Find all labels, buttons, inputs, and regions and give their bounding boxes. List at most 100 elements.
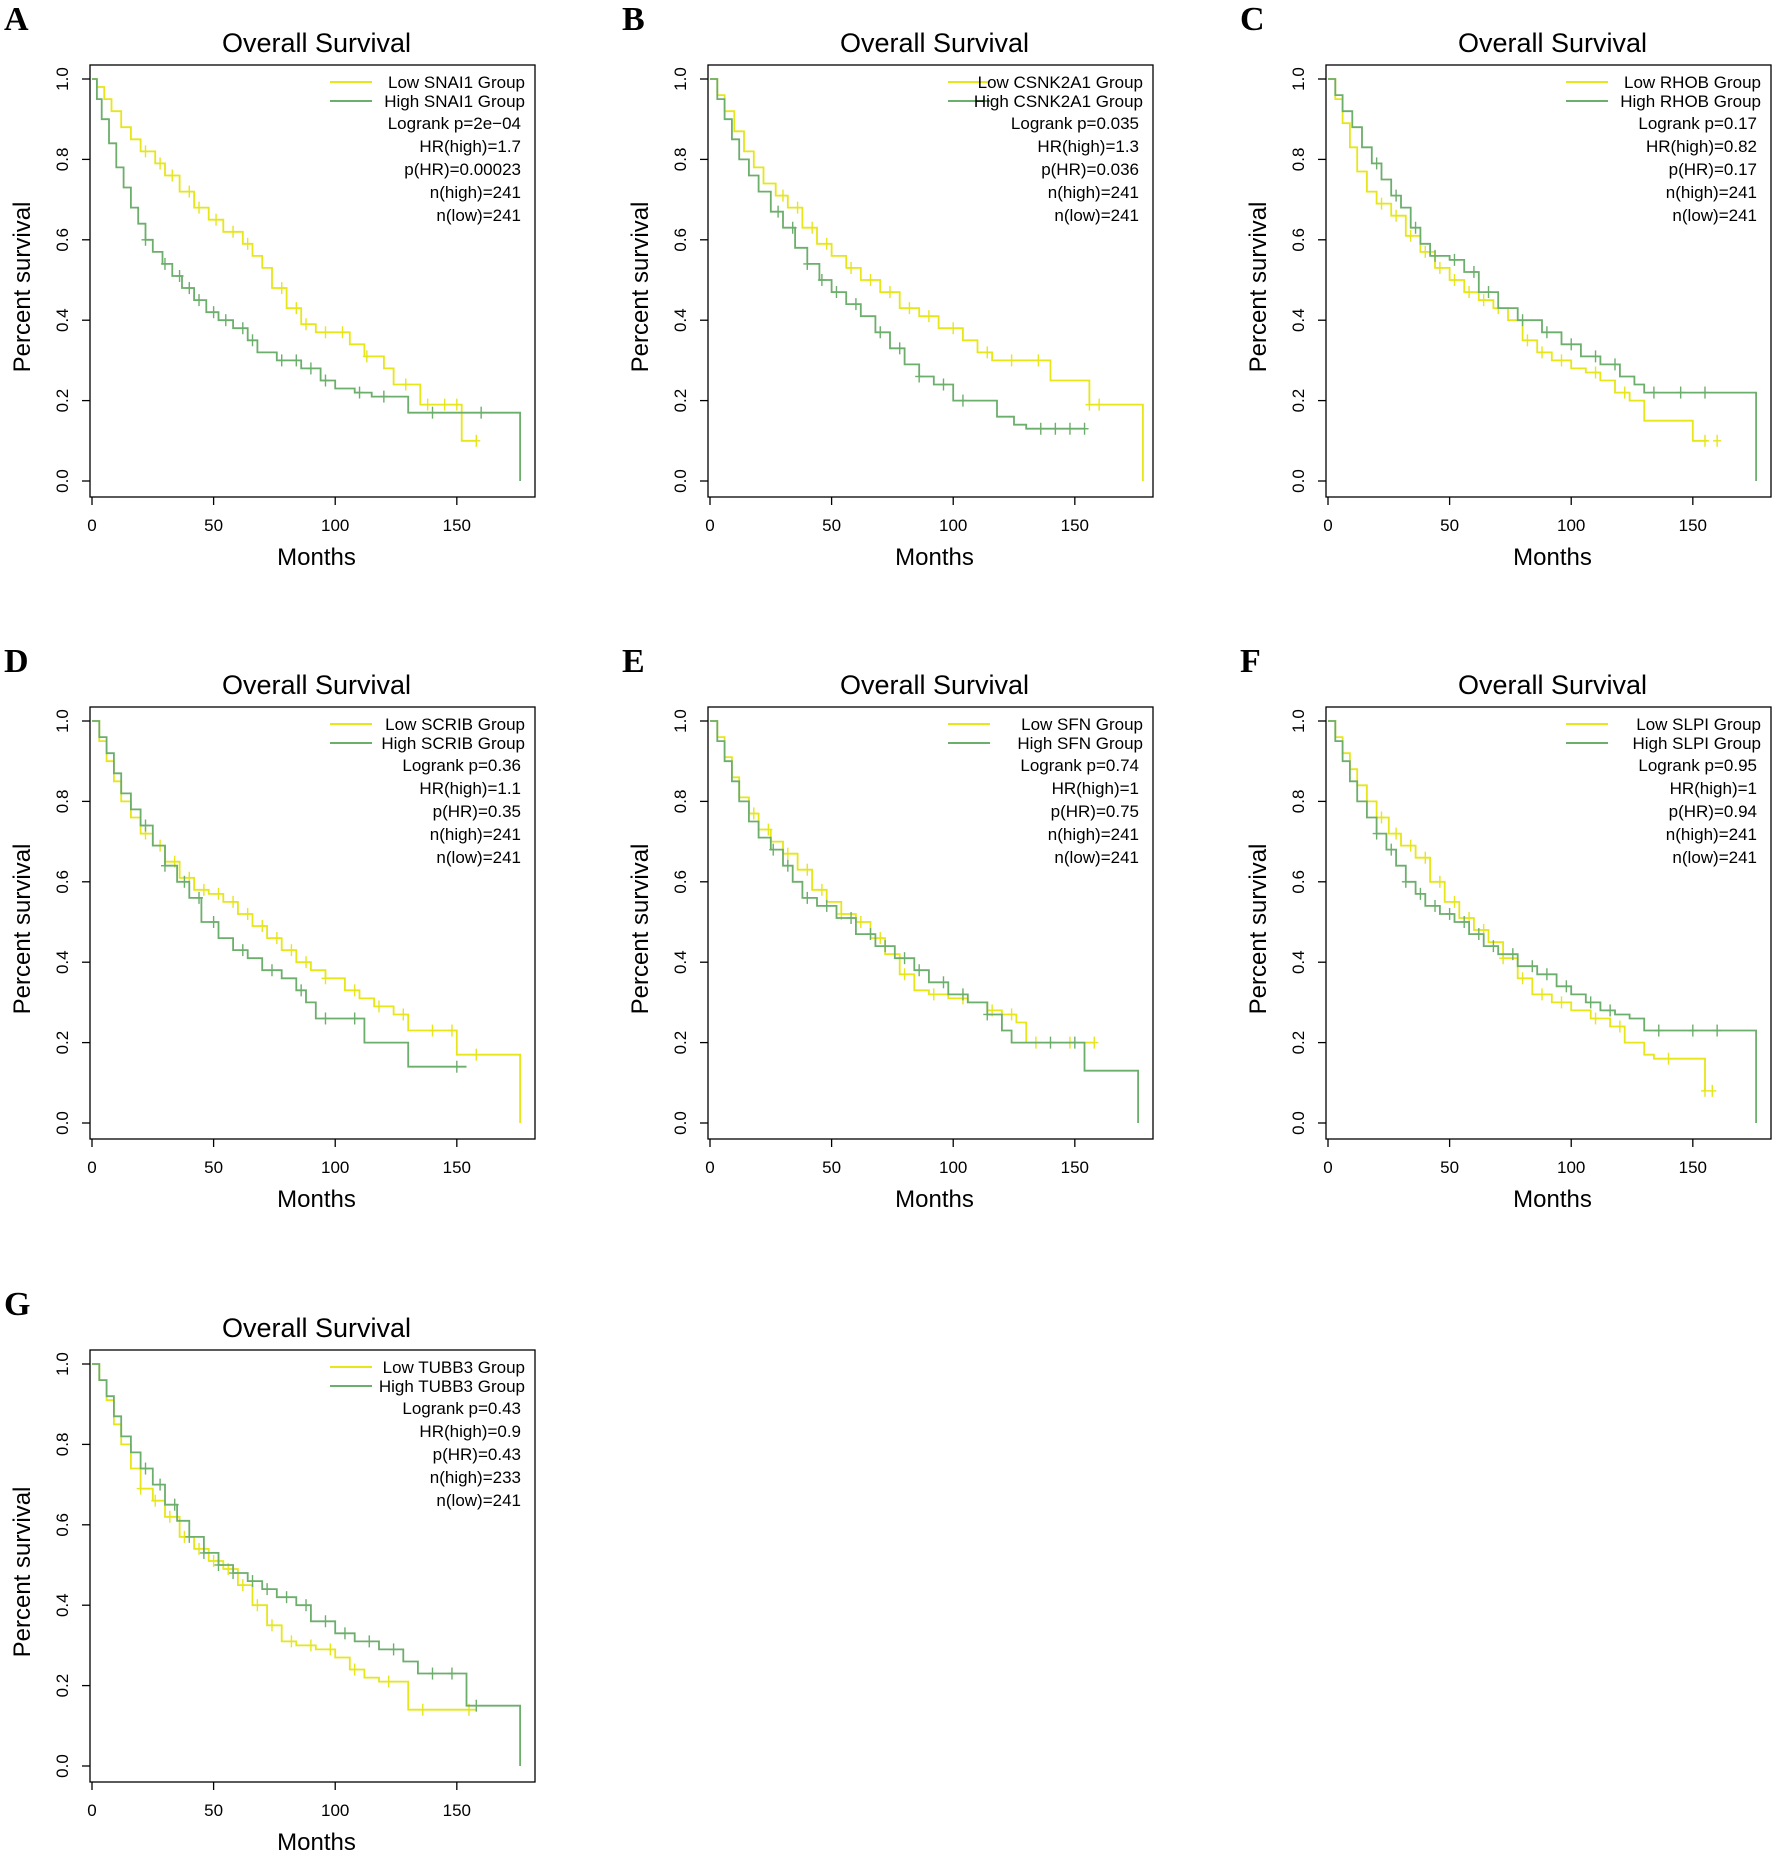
stat-text: HR(high)=1.1 — [419, 779, 521, 798]
x-tick-label: 0 — [1323, 516, 1332, 535]
stat-text: p(HR)=0.17 — [1669, 160, 1757, 179]
y-tick-label: 0.2 — [1289, 1031, 1308, 1055]
chart-title: Overall Survival — [222, 670, 411, 700]
y-tick-label: 0.0 — [53, 1754, 72, 1778]
km-curve-low — [92, 78, 477, 442]
y-tick-label: 1.0 — [53, 67, 72, 91]
stat-text: n(low)=241 — [436, 848, 521, 867]
x-tick-label: 100 — [1557, 1158, 1585, 1177]
y-axis-label: Percent survival — [9, 202, 36, 373]
plot-frame — [89, 706, 536, 1140]
stat-text: n(high)=241 — [1048, 183, 1139, 202]
y-tick-label: 0.4 — [53, 950, 72, 974]
y-tick-label: 1.0 — [53, 1352, 72, 1376]
stat-text: p(HR)=0.00023 — [404, 160, 521, 179]
y-tick-label: 0.6 — [671, 228, 690, 252]
stat-text: n(low)=241 — [436, 206, 521, 225]
panel-letter: F — [1240, 643, 1261, 680]
panel-c: C Overall Survival 0.0 0.2 0.4 0.6 0.8 1.0 0 50 10… — [1240, 1, 1772, 571]
y-tick-label: 0.4 — [671, 950, 690, 974]
stat-text: n(low)=241 — [1054, 848, 1139, 867]
x-tick-label: 150 — [443, 1801, 471, 1820]
y-tick-label: 0.2 — [671, 1031, 690, 1055]
legend-entry: High SCRIB Group — [381, 734, 525, 753]
km-curve-low — [1328, 78, 1708, 442]
stat-text: p(HR)=0.75 — [1051, 802, 1139, 821]
stat-text: Logrank p=0.95 — [1638, 756, 1757, 775]
legend-entry: High RHOB Group — [1620, 92, 1761, 111]
plot-frame — [89, 64, 536, 498]
chart-title: Overall Survival — [222, 1313, 411, 1343]
stat-text: HR(high)=0.9 — [419, 1422, 521, 1441]
km-curve-low — [1328, 720, 1706, 1091]
stat-text: HR(high)=1 — [1670, 779, 1757, 798]
x-tick-label: 0 — [705, 1158, 714, 1177]
y-tick-label: 1.0 — [671, 709, 690, 733]
stat-text: n(low)=241 — [1672, 848, 1757, 867]
y-axis-label: Percent survival — [9, 844, 36, 1015]
x-tick-label: 50 — [204, 516, 223, 535]
legend-entry: Low SNAI1 Group — [388, 73, 525, 92]
y-tick-label: 1.0 — [1289, 67, 1308, 91]
panel-a: A Overall Survival 0.0 0.2 0.4 0.6 0.8 1.0 0 50 10… — [4, 1, 536, 571]
x-tick-label: 0 — [705, 516, 714, 535]
y-axis-label: Percent survival — [1245, 202, 1272, 373]
y-axis-label: Percent survival — [1245, 844, 1272, 1015]
chart-title: Overall Survival — [1458, 28, 1647, 58]
y-tick-label: 0.2 — [53, 1674, 72, 1698]
y-tick-label: 0.4 — [671, 308, 690, 332]
x-axis-label: Months — [1513, 544, 1592, 571]
y-tick-label: 0.2 — [53, 389, 72, 413]
panel-e: E Overall Survival 0.0 0.2 0.4 0.6 0.8 1.0 0 50 10… — [622, 643, 1154, 1213]
stat-text: HR(high)=1 — [1052, 779, 1139, 798]
legend-entry: High SNAI1 Group — [384, 92, 525, 111]
y-axis-label: Percent survival — [627, 844, 654, 1015]
panel-g: G Overall Survival 0.0 0.2 0.4 0.6 0.8 1.0 0 50 10… — [4, 1286, 536, 1856]
y-tick-label: 1.0 — [53, 709, 72, 733]
stat-text: Logrank p=2e−04 — [388, 114, 521, 133]
x-tick-label: 50 — [204, 1158, 223, 1177]
chart-title: Overall Survival — [1458, 670, 1647, 700]
panel-letter: G — [4, 1286, 30, 1323]
x-tick-label: 50 — [1440, 1158, 1459, 1177]
stat-text: n(low)=241 — [1672, 206, 1757, 225]
panel-letter: E — [622, 643, 645, 680]
stat-text: Logrank p=0.035 — [1011, 114, 1139, 133]
y-tick-label: 0.8 — [53, 148, 72, 172]
x-tick-label: 100 — [939, 1158, 967, 1177]
x-tick-label: 0 — [87, 516, 96, 535]
legend-entry: Low SCRIB Group — [385, 715, 525, 734]
legend-entry: Low SLPI Group — [1636, 715, 1761, 734]
stat-text: p(HR)=0.036 — [1041, 160, 1139, 179]
legend-entry: Low TUBB3 Group — [383, 1358, 525, 1377]
x-axis-label: Months — [1513, 1186, 1592, 1213]
y-tick-label: 0.4 — [53, 1593, 72, 1617]
x-tick-label: 150 — [443, 1158, 471, 1177]
y-tick-label: 0.0 — [1289, 469, 1308, 493]
stat-text: HR(high)=1.3 — [1037, 137, 1139, 156]
plot-frame — [707, 64, 1154, 498]
x-tick-label: 0 — [1323, 1158, 1332, 1177]
stat-text: n(high)=241 — [1666, 183, 1757, 202]
stat-text: HR(high)=0.82 — [1646, 137, 1757, 156]
x-tick-label: 0 — [87, 1158, 96, 1177]
panel-d: D Overall Survival 0.0 0.2 0.4 0.6 0.8 1.0 0 50 10… — [4, 643, 536, 1213]
x-axis-label: Months — [895, 544, 974, 571]
panel-letter: C — [1240, 1, 1265, 38]
x-tick-label: 100 — [1557, 516, 1585, 535]
chart-title: Overall Survival — [840, 670, 1029, 700]
y-tick-label: 0.8 — [1289, 148, 1308, 172]
plot-frame — [1325, 706, 1772, 1140]
y-tick-label: 0.8 — [671, 790, 690, 814]
x-axis-label: Months — [277, 1186, 356, 1213]
plot-frame — [1325, 64, 1772, 498]
y-tick-label: 0.4 — [53, 308, 72, 332]
y-tick-label: 0.8 — [671, 148, 690, 172]
stat-text: p(HR)=0.94 — [1669, 802, 1757, 821]
y-axis-label: Percent survival — [627, 202, 654, 373]
x-tick-label: 150 — [1061, 1158, 1089, 1177]
stat-text: n(high)=241 — [1666, 825, 1757, 844]
y-tick-label: 0.2 — [53, 1031, 72, 1055]
x-tick-label: 150 — [1061, 516, 1089, 535]
